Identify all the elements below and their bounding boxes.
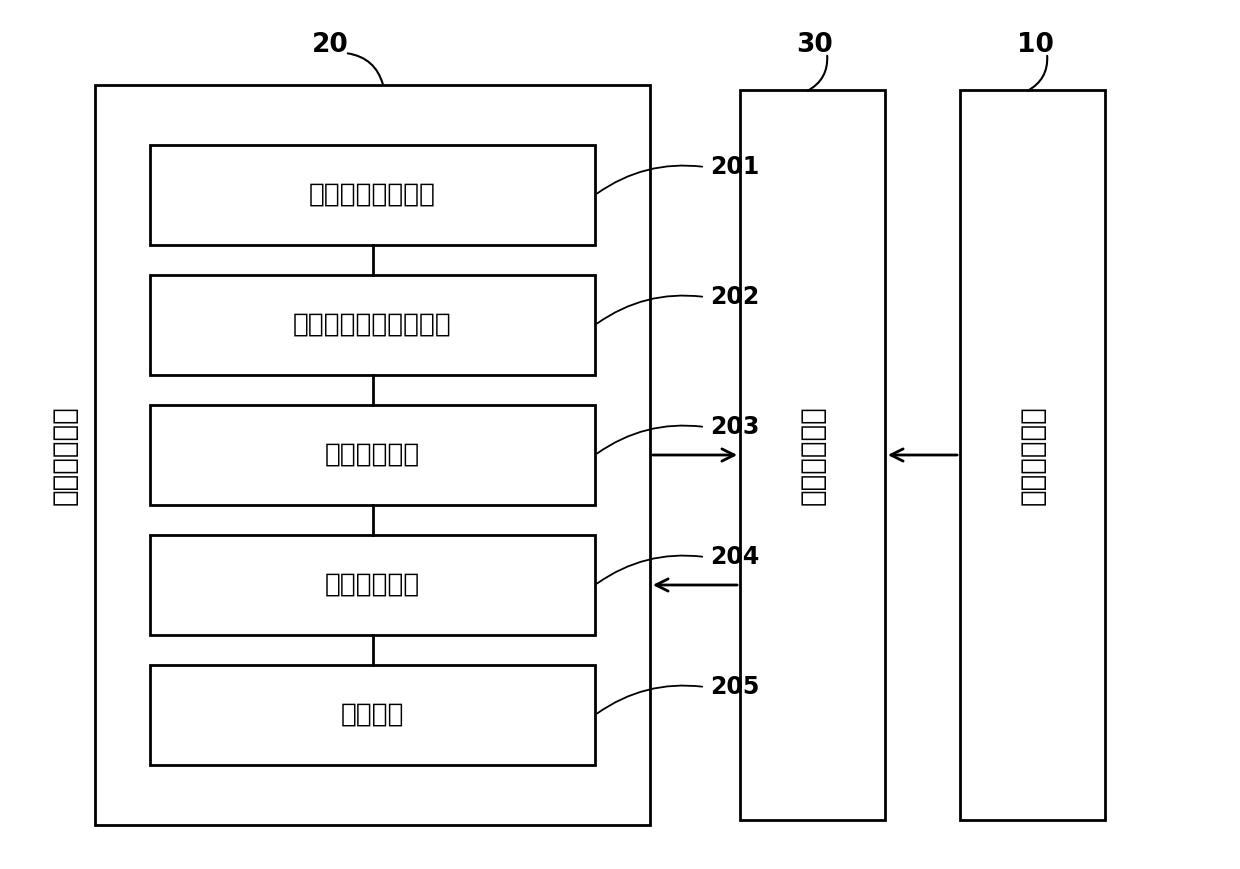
- Bar: [960, 90, 1105, 820]
- Text: 判断单元: 判断单元: [341, 702, 404, 728]
- Text: 策略设置模块: 策略设置模块: [1018, 405, 1047, 505]
- Text: 数据发送单元: 数据发送单元: [325, 442, 420, 468]
- Text: 201: 201: [711, 155, 759, 179]
- Text: 203: 203: [711, 415, 759, 439]
- Text: 10: 10: [1017, 32, 1054, 58]
- Text: 访问请求获取单元: 访问请求获取单元: [309, 182, 436, 208]
- Text: 30: 30: [796, 32, 833, 58]
- Text: 205: 205: [711, 675, 759, 699]
- Text: 数据处理模块: 数据处理模块: [799, 405, 827, 505]
- Bar: [150, 665, 595, 765]
- Text: 数据获取单元: 数据获取单元: [325, 572, 420, 598]
- Text: 204: 204: [711, 545, 759, 569]
- Bar: [95, 85, 650, 825]
- Bar: [150, 535, 595, 635]
- Text: 本地拦截模块: 本地拦截模块: [51, 405, 79, 505]
- Text: 202: 202: [711, 285, 759, 309]
- Text: 上报数据列表生成单元: 上报数据列表生成单元: [293, 312, 451, 338]
- Bar: [150, 145, 595, 245]
- Text: 20: 20: [311, 32, 348, 58]
- Bar: [150, 275, 595, 375]
- Bar: [150, 405, 595, 505]
- Bar: [740, 90, 885, 820]
